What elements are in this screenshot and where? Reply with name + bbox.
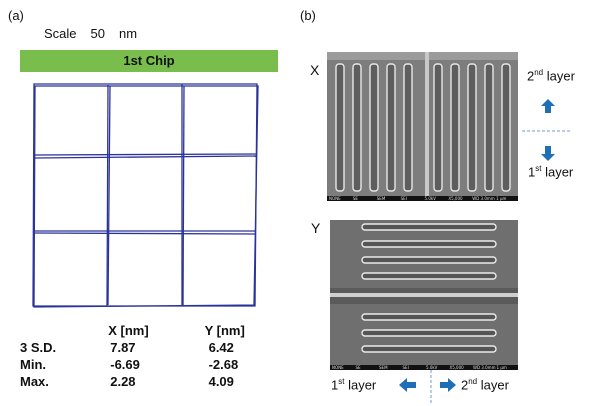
grid-vline-2b [182,85,185,306]
grid-vline-1 [106,84,109,307]
sem-x-label: X [310,62,320,78]
sem-y-line [361,345,497,353]
sem-y-footer [330,365,518,370]
sem-footer-item: X5,000 [448,196,463,201]
layer-2nd-sup: nd [468,377,478,386]
arrow-up-icon [541,99,555,113]
sem-footer-item: SE [353,196,359,201]
sem-y-label: Y [311,220,321,236]
layer-2nd-bottom: 2nd layer [461,377,509,392]
stats-row-label: Max. [20,374,49,389]
grid-hline-1b [34,155,257,159]
sem-y-line [361,240,497,248]
scale-unit: nm [119,26,138,41]
sem-x-line [386,63,396,192]
sem-footer-item: NONE [332,365,344,370]
sem-x-top-band [327,52,518,60]
layer-1st-right: 1st layer [528,164,573,179]
sem-y-footer-text: NONE SE SEM SEI 5.0kV X5,000 WD 3.0mm 1 μm [332,365,507,370]
stats-row-label: Min. [20,357,46,372]
sem-y-line [361,256,497,264]
grid-vline-1b [107,85,111,306]
sem-image-y: NONE SE SEM SEI 5.0kV X5,000 WD 3.0mm 1 μm [330,220,518,370]
panel-b-label: (b) [300,8,316,23]
sem-image-x: NONE SE SEM SEI 5.0kV X5,000 WD 3.0mm 1 μm [327,52,518,201]
scale-value: 50 [90,26,105,41]
sem-footer-item: NONE [329,196,341,201]
sem-x-line [369,63,379,192]
sem-footer-item: 5.0kV [425,196,437,201]
sem-x-line [335,63,345,192]
scale-word: Scale [44,26,77,41]
grid-hline-1 [33,153,257,156]
arrow-left-icon [399,378,416,392]
distortion-grid [32,83,259,308]
layer-2nd-word: layer [477,377,509,393]
sem-x-line [501,63,511,192]
grid-hline-2b [34,232,256,235]
layer-1st-num: 1 [331,377,339,393]
sem-x-stitch [425,52,429,197]
stats-header-y: Y [nm] [204,323,245,338]
layer-1st-word: layer [541,164,574,180]
layer-1st-num: 1 [528,164,536,180]
sem-y-line [361,223,497,231]
stats-cell-x: 7.87 [110,340,136,355]
sem-footer-item: 1 μm [496,196,506,201]
chip-title-bar: 1st Chip [20,50,278,72]
sem-x-line [467,63,477,192]
layer-1st-word: layer [344,377,377,393]
stats-cell-y: 4.09 [208,374,234,389]
sem-x-footer [327,196,518,201]
stats-cell-x: 2.28 [110,374,136,389]
sem-footer-item: X5,000 [450,365,465,370]
sem-x-line [450,63,460,192]
sem-x-line [484,63,494,192]
sem-y-stitch [330,293,518,297]
stats-row: Max. 2.28 4.09 [20,373,280,390]
stats-header-x: X [nm] [108,323,149,338]
sem-footer-item: SE [356,365,362,370]
sem-x-line [433,63,443,192]
sem-footer-item: SEM [379,365,388,370]
sem-footer-item: WD 3.0mm [472,196,495,201]
stats-row: Min. -6.69 -2.68 [20,356,280,373]
sem-footer-item: WD 3.0mm [473,365,496,370]
stats-row: 3 S.D. 7.87 6.42 [20,339,280,356]
sem-footer-item: SEI [401,196,407,201]
layer-1st-sup: st [535,164,542,173]
sem-y-line [361,272,497,280]
sem-x-lines [335,63,511,192]
sem-y-line [361,329,497,337]
stats-header-empty [20,322,88,339]
layer-2nd-sup: nd [534,68,544,77]
sem-footer-item: SEM [377,196,386,201]
panel-a-label: (a) [8,8,24,23]
layer-1st-sup: st [338,377,345,386]
layer-2nd-word: layer [543,68,575,84]
sem-footer-item: 1 μm [497,365,507,370]
sem-y-lines [361,223,497,353]
grid-outer [32,83,258,307]
sem-footer-item: SEI [403,365,409,370]
arrow-down-icon [541,146,555,161]
sem-x-line [352,63,362,192]
stats-cell-y: -2.68 [208,357,239,372]
stats-cell-x: -6.69 [110,357,140,372]
layer-2nd-right: 2nd layer [527,68,575,83]
sem-x-line [403,63,413,192]
grid-outer-shifted [33,85,259,308]
stats-row-label: 3 S.D. [20,340,57,355]
sem-footer-item: 5.0kV [426,365,438,370]
sem-x-footer-text: NONE SE SEM SEI 5.0kV X5,000 WD 3.0mm 1 μm [329,196,506,201]
stats-table: X [nm] Y [nm] 3 S.D. 7.87 6.42 Min. -6.6… [20,322,280,390]
scale-readout: Scale 50 nm [44,26,151,41]
layer-2nd-num: 2 [527,68,535,84]
layer-1st-bottom: 1st layer [331,377,376,392]
stats-cell-y: 6.42 [208,340,234,355]
arrow-right-icon [440,378,456,392]
sem-y-line [361,313,497,321]
layer-2nd-num: 2 [461,377,469,393]
